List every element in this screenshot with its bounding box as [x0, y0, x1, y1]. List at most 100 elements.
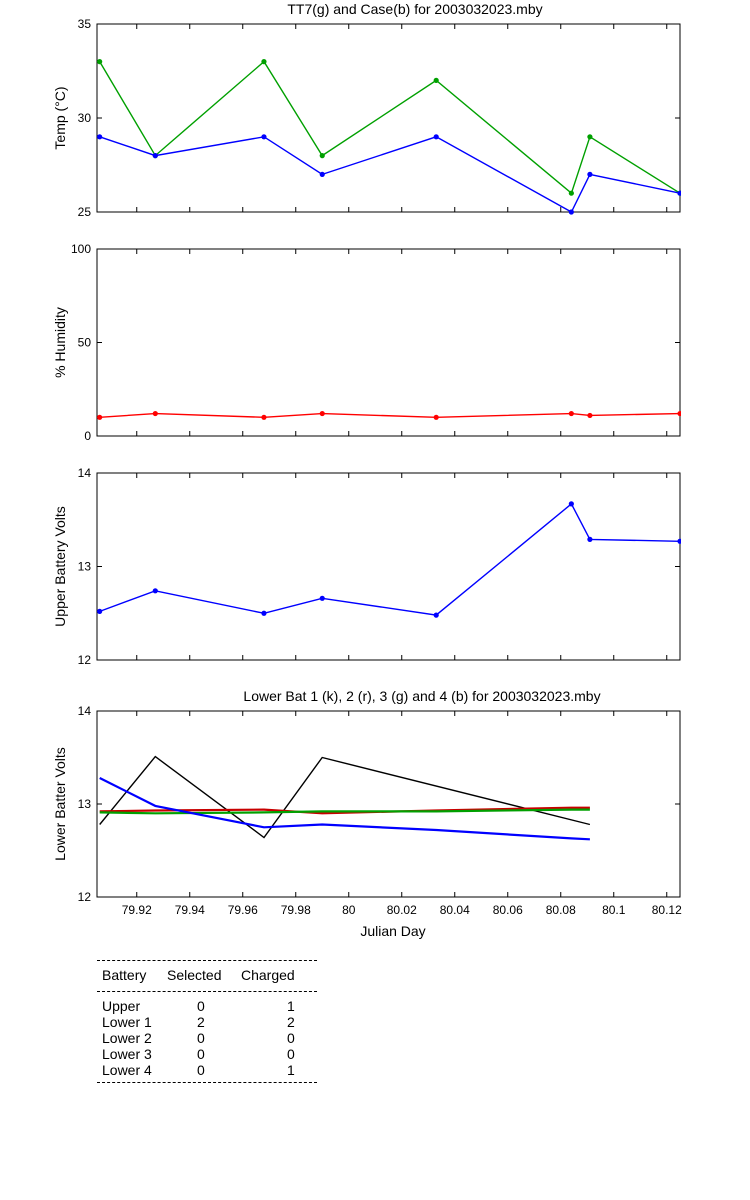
chart-panel-2: 0 50 100 % Humidity [52, 242, 681, 443]
series-line [99, 502, 681, 616]
header-selected: Selected [167, 967, 222, 983]
header-charged: Charged [241, 967, 295, 983]
table-divider-top [97, 960, 317, 961]
data-point [152, 153, 158, 159]
table-row: Upper 0 1 [97, 998, 317, 1014]
chart-title: Lower Bat 1 (k), 2 (r), 3 (g) and 4 (b) … [243, 688, 600, 704]
data-point [319, 410, 325, 417]
charged-value: 1 [287, 1062, 295, 1078]
data-point [677, 190, 681, 196]
series-line [99, 755, 591, 839]
table-header-row: Battery Selected Charged [97, 967, 317, 983]
data-point [433, 612, 439, 618]
data-point [433, 77, 439, 83]
chart-title: TT7(g) and Case(b) for 2003032023.mby [287, 1, 542, 17]
plot-frame [96, 472, 681, 661]
header-battery: Battery [102, 967, 147, 983]
y-axis-label: Upper Battery Volts [52, 506, 68, 627]
battery-table: Battery Selected Charged Upper 0 1 Lower… [97, 960, 317, 1083]
data-point [261, 610, 267, 616]
y-axis-label: Lower Batter Volts [52, 747, 68, 861]
table-row: Lower 2 0 0 [97, 1030, 317, 1046]
charged-value: 0 [287, 1046, 295, 1062]
selected-value: 0 [197, 1030, 205, 1046]
y-tick-label: 13 [78, 560, 92, 574]
table-divider-header [97, 991, 317, 992]
charged-value: 0 [287, 1030, 295, 1046]
series-group [97, 501, 681, 618]
data-point [677, 410, 681, 417]
battery-name: Lower 4 [102, 1062, 152, 1078]
y-axis-label: Temp (°C) [52, 86, 68, 149]
x-tick-label: 80.02 [387, 903, 417, 917]
data-point [568, 190, 574, 196]
battery-name: Upper [102, 998, 141, 1014]
x-tick-label: 80.04 [440, 903, 470, 917]
data-point [568, 410, 574, 417]
data-point [97, 414, 103, 420]
data-point [97, 134, 103, 140]
y-axis-label: % Humidity [52, 307, 68, 378]
plot-frame [96, 248, 681, 437]
plot-frame [96, 23, 681, 213]
x-tick-label: 80.12 [652, 903, 682, 917]
series-group [99, 755, 591, 841]
y-tick-label: 13 [78, 797, 92, 811]
battery-name: Lower 3 [102, 1046, 152, 1062]
data-point [152, 588, 158, 594]
selected-value: 0 [197, 1046, 205, 1062]
chart-panel-4: 79.92 79.94 79.96 79.98 80 80.02 80.04 80.06 80.… [52, 688, 682, 939]
data-point [319, 171, 325, 177]
table-row: Lower 4 0 1 [97, 1062, 317, 1078]
series-line [99, 60, 681, 195]
y-tick-label: 35 [78, 17, 92, 31]
data-point [97, 59, 103, 65]
x-tick-label: 79.98 [281, 903, 311, 917]
series-group [97, 59, 681, 215]
y-tick-label: 30 [78, 111, 92, 125]
x-tick-label: 80.08 [546, 903, 576, 917]
battery-name: Lower 2 [102, 1030, 152, 1046]
table-row: Lower 1 2 2 [97, 1014, 317, 1030]
y-tick-label: 12 [78, 890, 92, 904]
data-point [152, 410, 158, 417]
series-group [97, 410, 681, 420]
y-tick-label: 12 [78, 653, 92, 667]
data-point [587, 134, 593, 140]
charged-value: 1 [287, 998, 295, 1014]
table-row: Lower 3 0 0 [97, 1046, 317, 1062]
battery-name: Lower 1 [102, 1014, 152, 1030]
charged-value: 2 [287, 1014, 295, 1030]
x-tick-label: 80.06 [493, 903, 523, 917]
x-tick-label: 80 [342, 903, 356, 917]
data-point [568, 209, 574, 215]
data-point [261, 59, 267, 65]
selected-value: 0 [197, 998, 205, 1014]
data-point [261, 414, 267, 420]
selected-value: 2 [197, 1014, 205, 1030]
y-tick-label: 100 [71, 242, 91, 256]
data-point [587, 171, 593, 177]
series-line [99, 808, 590, 815]
x-tick-label: 79.92 [122, 903, 152, 917]
series-line [99, 806, 590, 815]
data-point [433, 134, 439, 140]
series-line [99, 412, 681, 419]
y-tick-label: 14 [78, 466, 92, 480]
data-point [568, 501, 574, 507]
y-tick-label: 14 [78, 704, 92, 718]
data-point [97, 608, 103, 614]
x-tick-label: 80.1 [602, 903, 626, 917]
table-divider-bottom [97, 1082, 317, 1083]
series-line [99, 777, 590, 841]
series-line [99, 136, 681, 213]
chart-panel-3: 12 13 14 Upper Battery Volts [52, 466, 681, 667]
charts-area: 25 30 35 TT7(g) and Case(b) for 2003032023.… [52, 1, 682, 939]
data-point [587, 536, 593, 542]
y-tick-label: 25 [78, 205, 92, 219]
data-point [319, 595, 325, 601]
selected-value: 0 [197, 1062, 205, 1078]
data-point [677, 538, 681, 544]
data-point [319, 153, 325, 159]
x-tick-label: 79.94 [175, 903, 205, 917]
